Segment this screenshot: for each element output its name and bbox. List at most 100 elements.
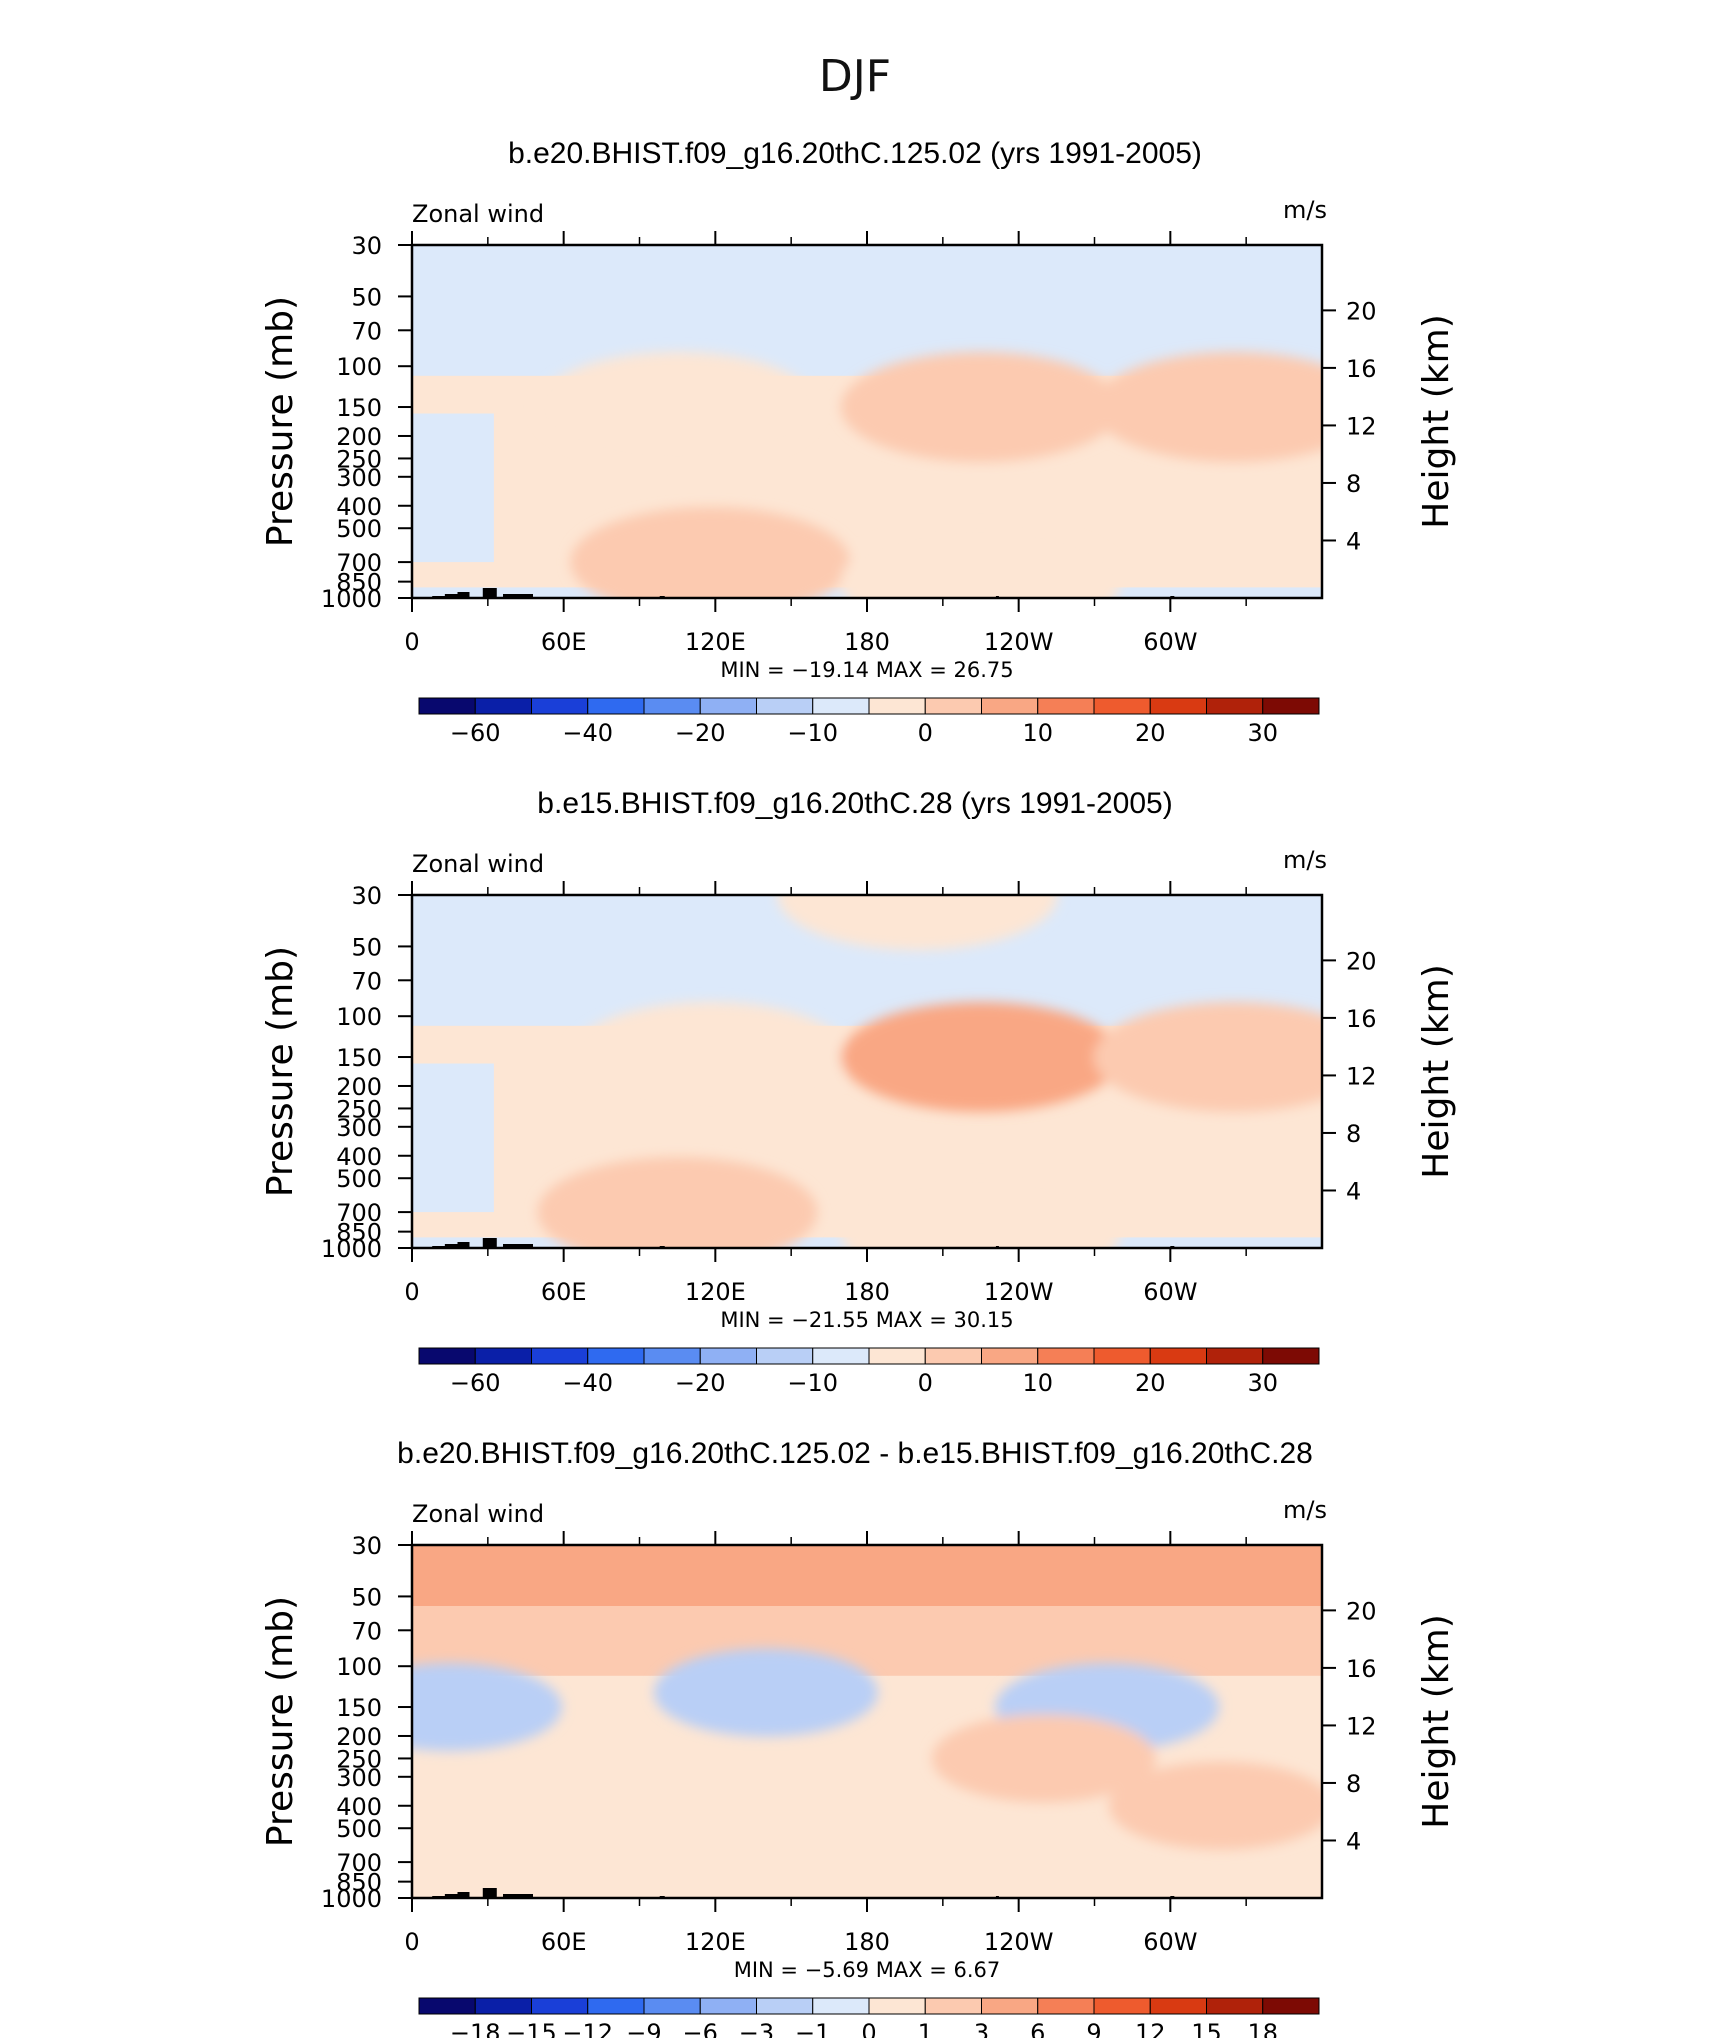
y-right-tick-label: 16 — [1346, 1655, 1377, 1683]
colorbar-label: −10 — [787, 1369, 838, 1397]
y-tick-label: 150 — [336, 1694, 382, 1722]
units-label: m/s — [1283, 846, 1327, 874]
topography — [482, 588, 497, 598]
feature-contour-1 — [840, 1002, 1121, 1113]
colorbar-box — [418, 1997, 476, 2015]
x-tick-label: 0 — [404, 628, 419, 656]
feature-layer — [412, 1648, 1322, 1850]
y-tick-label: 850 — [336, 1219, 382, 1247]
colorbar-box — [587, 1347, 645, 1365]
colorbar-box — [643, 1347, 701, 1365]
colorbar-box — [981, 697, 1039, 715]
x-tick-label: 60W — [1143, 628, 1197, 656]
y-tick-label: 70 — [351, 317, 382, 345]
y-right-tick-label: 16 — [1346, 355, 1377, 383]
topography — [444, 594, 465, 598]
colorbar-box — [1206, 1997, 1264, 2015]
y-tick-label: 300 — [336, 464, 382, 492]
feature-contour-2 — [1093, 1002, 1322, 1113]
colorbar-box — [587, 1997, 645, 2015]
y-tick-label: 30 — [351, 232, 382, 260]
y-right-tick-label: 20 — [1346, 947, 1377, 975]
feature-contour-0 — [537, 352, 818, 463]
colorbar-box — [1037, 1347, 1095, 1365]
band-low — [412, 1063, 494, 1213]
y-tick-label: 850 — [336, 1869, 382, 1897]
topography — [444, 1244, 465, 1248]
y-tick-label: 30 — [351, 882, 382, 910]
y-tick-label: 1000 — [321, 585, 382, 613]
y-tick-label: 50 — [351, 283, 382, 311]
x-tick-label: 60E — [541, 1278, 587, 1306]
colorbar-box — [924, 1997, 982, 2015]
min-max-label: MIN = −21.55 MAX = 30.15 — [720, 1308, 1013, 1332]
band-upper — [412, 1545, 1322, 1607]
topography — [482, 1238, 497, 1248]
x-tick-label: 60E — [541, 628, 587, 656]
colorbar-box — [643, 1997, 701, 2015]
panel-title: b.e15.BHIST.f09_g16.20thC.28 (yrs 1991-2… — [537, 787, 1172, 820]
min-max-label: MIN = −19.14 MAX = 26.75 — [720, 658, 1013, 682]
y-right-axis-title: Height (km) — [1416, 1614, 1457, 1828]
colorbar-box — [1206, 1347, 1264, 1365]
colorbar-label: 1 — [918, 2019, 933, 2038]
colorbar-box — [1093, 1347, 1151, 1365]
colorbar-box — [1262, 697, 1320, 715]
y-right-tick-label: 8 — [1346, 470, 1361, 498]
panel-title: b.e20.BHIST.f09_g16.20thC.125.02 - b.e15… — [397, 1437, 1313, 1470]
x-tick-label: 180 — [844, 1278, 890, 1306]
colorbar-label: 10 — [1022, 1369, 1053, 1397]
x-tick-label: 180 — [844, 628, 890, 656]
colorbar-label: 0 — [918, 1369, 933, 1397]
colorbar-box — [868, 697, 926, 715]
feature-contour-0 — [570, 1002, 851, 1113]
y-right-tick-label: 12 — [1346, 412, 1377, 440]
variable-label: Zonal wind — [412, 850, 544, 878]
topography — [444, 1894, 465, 1898]
y-tick-label: 50 — [351, 933, 382, 961]
colorbar-label: −1 — [795, 2019, 830, 2038]
colorbar-label: −18 — [450, 2019, 501, 2038]
y-tick-label: 700 — [336, 1849, 382, 1877]
feature-contour-1 — [653, 1648, 878, 1737]
y-tick-label: 700 — [336, 549, 382, 577]
colorbar-label: −6 — [683, 2019, 718, 2038]
y-axis-title: Pressure (mb) — [260, 946, 301, 1197]
y-right-axis-title: Height (km) — [1416, 964, 1457, 1178]
y-tick-label: 500 — [336, 515, 382, 543]
x-tick-label: 120E — [685, 1928, 746, 1956]
y-right-tick-label: 4 — [1346, 1177, 1361, 1205]
colorbar-box — [531, 1347, 589, 1365]
x-tick-label: 0 — [404, 1928, 419, 1956]
colorbar-label: 6 — [1030, 2019, 1045, 2038]
y-tick-label: 250 — [336, 445, 382, 473]
y-right-axis-title: Height (km) — [1416, 314, 1457, 528]
colorbar-label: 9 — [1086, 2019, 1101, 2038]
chart-panel-1: b.e20.BHIST.f09_g16.20thC.125.02 (yrs 19… — [260, 137, 1457, 747]
x-tick-label: 0 — [404, 1278, 419, 1306]
x-tick-label: 60E — [541, 1928, 587, 1956]
feature-contour-3 — [931, 1714, 1156, 1803]
colorbar-box — [1093, 697, 1151, 715]
y-tick-label: 300 — [336, 1764, 382, 1792]
x-tick-label: 120E — [685, 1278, 746, 1306]
colorbar-box — [699, 1347, 757, 1365]
colorbar-box — [587, 697, 645, 715]
y-right-tick-label: 12 — [1346, 1712, 1377, 1740]
colorbar-box — [812, 1997, 870, 2015]
panel-title: b.e20.BHIST.f09_g16.20thC.125.02 (yrs 19… — [508, 137, 1202, 170]
y-tick-label: 400 — [336, 493, 382, 521]
y-tick-label: 200 — [336, 1073, 382, 1101]
y-tick-label: 850 — [336, 569, 382, 597]
colorbar-box — [981, 1997, 1039, 2015]
colorbar-box — [812, 1347, 870, 1365]
y-tick-label: 150 — [336, 1044, 382, 1072]
band-upper2 — [412, 1606, 1322, 1676]
feature-contour-3 — [570, 507, 851, 598]
x-tick-label: 180 — [844, 1928, 890, 1956]
colorbar-label: 15 — [1191, 2019, 1222, 2038]
y-tick-label: 70 — [351, 1617, 382, 1645]
colorbar-label: −9 — [626, 2019, 661, 2038]
topography — [482, 1888, 497, 1898]
x-tick-label: 120W — [984, 628, 1054, 656]
